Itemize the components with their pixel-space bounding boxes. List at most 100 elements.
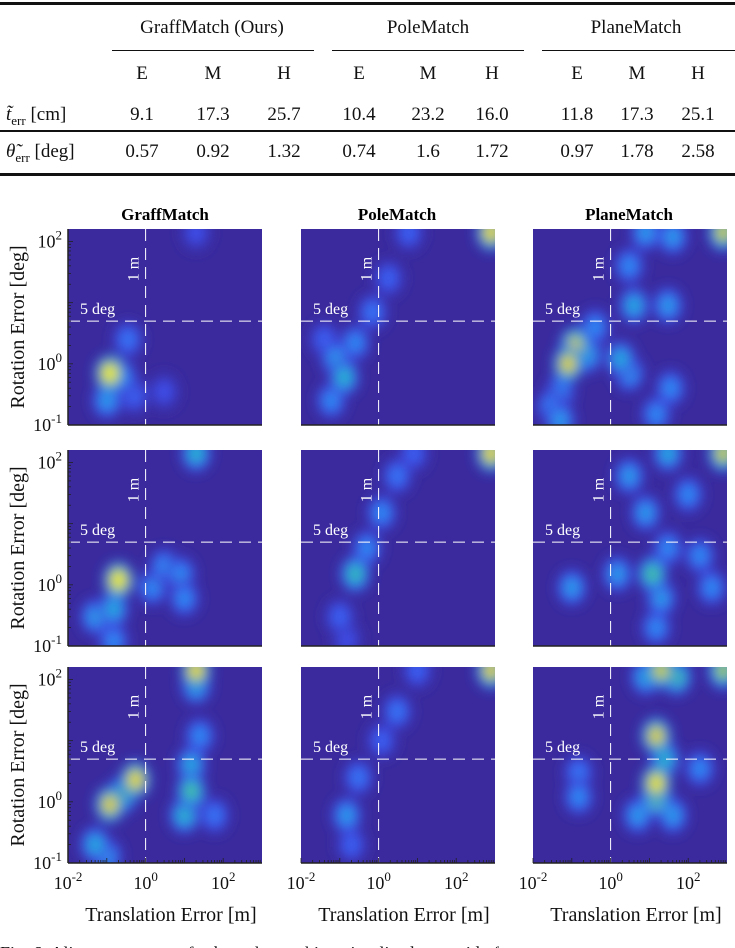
density-blob (341, 809, 352, 822)
panel-title-planematch: PlaneMatch (585, 205, 673, 224)
rotation-threshold-label: 5 deg (313, 301, 348, 318)
density-blob (566, 581, 578, 595)
table-cell: 25.1 (681, 104, 715, 125)
table-cell: 1.72 (475, 141, 509, 162)
density-blob (718, 667, 727, 677)
row-unit: [deg] (34, 141, 75, 162)
density-blob (659, 752, 671, 766)
density-blob (662, 299, 674, 312)
rotation-threshold-label: 5 deg (545, 301, 580, 318)
table-cell: 9.1 (130, 104, 154, 125)
density-blob (632, 809, 643, 822)
y-axis-label: Rotation Error [deg] (7, 466, 29, 629)
density-blob (361, 541, 373, 555)
subcolumn-header: M (628, 63, 646, 84)
density-blob (651, 777, 662, 790)
subcolumn-header: E (136, 63, 148, 84)
heatmap-panel: 1 m 5 deg (68, 450, 262, 646)
density-blob (573, 790, 584, 804)
rotation-threshold-label: 5 deg (545, 522, 580, 539)
group-header-planematch: PlaneMatch (590, 17, 682, 38)
density-blob (662, 541, 674, 555)
table-cell: 1.6 (416, 141, 440, 162)
density-blob (651, 621, 662, 634)
density-blob (391, 469, 403, 483)
density-blob (562, 357, 574, 371)
y-tick-label: 100 (38, 788, 63, 812)
y-axis-label: Rotation Error [deg] (7, 245, 29, 408)
density-blob (682, 488, 694, 501)
group-rule-graffmatch (112, 50, 314, 51)
density-blob (589, 320, 601, 334)
density-blob (128, 389, 140, 403)
table-cell: 25.7 (267, 104, 301, 125)
density-blob (573, 766, 584, 780)
table-cell: 0.97 (560, 141, 594, 162)
heatmap-panel: 1 m 5 deg (301, 450, 495, 646)
density-blob (334, 610, 346, 624)
density-blob (209, 809, 220, 822)
density-blob (186, 784, 197, 798)
x-tick-label: 100 (366, 869, 391, 893)
x-tick-label: 10-2 (287, 869, 316, 893)
translation-threshold-label: 1 m (126, 477, 143, 502)
translation-threshold-label: 1 m (126, 694, 143, 719)
density-blob (122, 333, 134, 346)
table-cell: 0.74 (342, 141, 376, 162)
density-blob (325, 394, 337, 408)
x-axis-label: Translation Error [m] (85, 904, 256, 926)
heatmap-panel: 1 m 5 deg (533, 450, 727, 646)
panel-title-graffmatch: GraffMatch (121, 205, 209, 224)
density-blob (339, 371, 350, 384)
rotation-threshold-label: 5 deg (313, 522, 348, 539)
x-tick-label: 100 (598, 869, 623, 893)
y-tick-label: 10-1 (33, 411, 62, 435)
density-blob (147, 581, 158, 595)
table-cell: 10.4 (342, 104, 376, 125)
density-blob (341, 632, 352, 646)
density-blob (628, 299, 640, 312)
density-blob (383, 271, 394, 285)
heatmap-panel: 1 m 5 deg (68, 667, 262, 863)
row-label-rotation: θ̃err [deg] (6, 141, 75, 166)
density-blob (186, 758, 197, 772)
density-blob (175, 567, 186, 581)
translation-threshold-label: 1 m (359, 477, 376, 502)
y-tick-label: 102 (38, 448, 63, 472)
density-blob (554, 413, 566, 425)
heatmap-panel: 1 m 5 deg (301, 667, 495, 863)
density-blob (655, 667, 667, 677)
density-blob (101, 394, 113, 408)
x-tick-label: 102 (211, 869, 236, 893)
density-blob (694, 549, 706, 563)
table-cell: 17.3 (620, 104, 654, 125)
density-blob (612, 567, 623, 581)
density-blob (376, 734, 387, 748)
translation-threshold-label: 1 m (359, 256, 376, 281)
density-blob (623, 469, 635, 483)
heatmap-panel: 1 m 5 deg (68, 229, 262, 425)
density-blob (350, 567, 361, 581)
rotation-threshold-label: 5 deg (80, 522, 115, 539)
density-blob (367, 305, 378, 319)
table-mid-rule (0, 130, 735, 132)
density-blob (408, 450, 419, 460)
heatmap-panel: 1 m 5 deg (533, 229, 727, 425)
density-blob (651, 729, 662, 743)
density-blob (694, 762, 706, 775)
heatmap-panel: 1 m 5 deg (301, 229, 495, 425)
translation-threshold-label: 1 m (591, 256, 608, 281)
rotation-threshold-label: 5 deg (80, 301, 115, 318)
row-subscript: err (11, 112, 26, 128)
y-tick-label: 102 (38, 665, 63, 689)
translation-threshold-label: 1 m (591, 477, 608, 502)
row-symbol: θ̃ (6, 141, 16, 162)
y-tick-label: 10-1 (33, 632, 62, 656)
table-cell: 17.3 (196, 104, 230, 125)
density-blob (623, 259, 635, 273)
density-blob (89, 838, 101, 851)
density-blob (158, 385, 170, 399)
rotation-threshold-label: 5 deg (545, 739, 580, 756)
row-subscript: err (15, 149, 30, 165)
